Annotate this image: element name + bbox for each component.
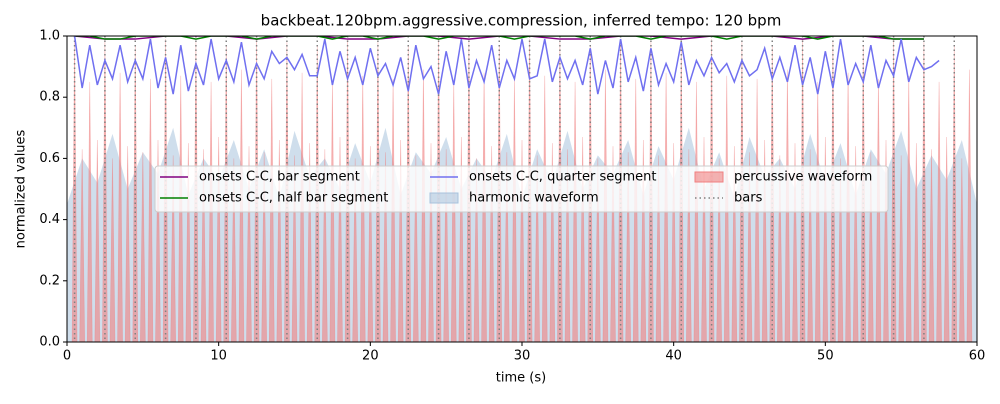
percussive-spike bbox=[94, 140, 101, 342]
y-tick-label: 1.0 bbox=[39, 29, 60, 44]
legend: onsets C-C, bar segment onsets C-C, half … bbox=[154, 165, 889, 213]
percussive-spike bbox=[610, 146, 616, 342]
percussive-spike bbox=[488, 146, 495, 342]
percussive-spike bbox=[117, 72, 123, 342]
legend-label: percussive waveform bbox=[734, 170, 872, 185]
percussive-spike bbox=[86, 81, 93, 342]
series-line bbox=[74, 36, 924, 40]
percussive-spike bbox=[807, 149, 813, 342]
x-tick-label: 10 bbox=[210, 349, 227, 364]
percussive-spike bbox=[155, 140, 161, 342]
chart-title: backbeat.120bpm.aggressive.compression, … bbox=[261, 12, 782, 30]
percussive-spike bbox=[71, 42, 78, 342]
percussive-spike bbox=[959, 158, 965, 342]
x-tick-label: 0 bbox=[63, 349, 71, 364]
percussive-spike bbox=[215, 136, 222, 342]
legend-label: onsets C-C, bar segment bbox=[199, 170, 360, 185]
percussive-spike bbox=[306, 143, 313, 342]
percussive-spike bbox=[337, 136, 343, 342]
y-tick-label: 0.4 bbox=[39, 212, 60, 227]
percussive-spike bbox=[170, 155, 176, 342]
percussive-spike bbox=[231, 158, 237, 342]
x-tick-label: 60 bbox=[969, 349, 986, 364]
percussive-spike bbox=[852, 146, 859, 342]
legend-swatch bbox=[694, 171, 724, 183]
percussive-spike bbox=[397, 140, 404, 342]
percussive-spike bbox=[147, 78, 154, 342]
percussive-spike bbox=[109, 158, 116, 342]
percussive-spike bbox=[564, 149, 571, 342]
x-axis-label: time (s) bbox=[496, 371, 546, 386]
legend-swatch bbox=[429, 192, 459, 204]
percussive-spike bbox=[777, 155, 783, 342]
percussive-spike bbox=[473, 158, 480, 342]
legend-label: onsets C-C, half bar segment bbox=[199, 191, 388, 206]
percussive-spike bbox=[905, 75, 912, 342]
percussive-spike bbox=[534, 155, 540, 342]
percussive-spike bbox=[716, 158, 722, 342]
percussive-spike bbox=[443, 149, 449, 342]
percussive-spike bbox=[761, 140, 768, 342]
percussive-spike bbox=[200, 149, 207, 342]
percussive-spike bbox=[595, 158, 601, 342]
percussive-spike bbox=[928, 149, 935, 342]
percussive-spike bbox=[261, 152, 267, 342]
percussive-spike bbox=[276, 140, 283, 342]
x-tick-label: 40 bbox=[665, 349, 682, 364]
percussive-spike bbox=[291, 155, 298, 342]
percussive-spike bbox=[549, 143, 556, 342]
percussive-spike bbox=[686, 149, 692, 342]
percussive-spike bbox=[579, 136, 586, 342]
percussive-spike bbox=[792, 143, 798, 342]
y-axis-label: normalized values bbox=[14, 129, 29, 248]
percussive-spike bbox=[102, 39, 108, 342]
percussive-spike bbox=[185, 143, 192, 342]
percussive-spike bbox=[124, 146, 131, 342]
percussive-spike bbox=[890, 39, 897, 342]
percussive-spike bbox=[822, 136, 829, 342]
percussive-spike bbox=[746, 152, 753, 342]
y-tick-label: 0.0 bbox=[39, 335, 60, 350]
percussive-spike bbox=[966, 69, 973, 342]
percussive-spike bbox=[352, 158, 358, 342]
percussive-spike bbox=[382, 152, 389, 342]
percussive-spike bbox=[670, 143, 677, 342]
percussive-spike bbox=[625, 152, 631, 342]
x-tick-label: 20 bbox=[362, 349, 379, 364]
percussive-spike bbox=[868, 152, 874, 342]
percussive-spike bbox=[883, 140, 889, 342]
percussive-spike bbox=[731, 146, 738, 342]
legend-label: harmonic waveform bbox=[469, 191, 599, 206]
x-tick-label: 30 bbox=[514, 349, 531, 364]
percussive-spike bbox=[504, 152, 510, 342]
percussive-spike bbox=[322, 149, 328, 342]
percussive-spike bbox=[701, 136, 707, 342]
percussive-spike bbox=[413, 155, 419, 342]
percussive-spike bbox=[921, 42, 927, 342]
percussive-spike bbox=[640, 140, 647, 342]
y-tick-label: 0.2 bbox=[39, 273, 60, 288]
x-tick-label: 50 bbox=[817, 349, 834, 364]
percussive-spike bbox=[428, 143, 434, 342]
percussive-spike bbox=[140, 152, 146, 342]
percussive-spike bbox=[246, 146, 252, 342]
series-line bbox=[73, 36, 940, 95]
percussive-spike bbox=[458, 136, 465, 342]
y-tick-label: 0.8 bbox=[39, 90, 60, 105]
percussive-spike bbox=[655, 155, 662, 342]
percussive-spike bbox=[936, 81, 942, 342]
percussive-spike bbox=[943, 136, 950, 342]
legend-label: onsets C-C, quarter segment bbox=[469, 170, 656, 185]
percussive-spike bbox=[837, 158, 844, 342]
percussive-spike bbox=[913, 143, 920, 342]
axes: 0 10 20 30 40 50 60 0.0 0.2 0.4 0.6 0.8 1.0 bbox=[39, 29, 985, 364]
percussive-spike bbox=[79, 149, 85, 342]
legend-label: bars bbox=[734, 191, 763, 206]
percussive-spike bbox=[898, 155, 904, 342]
percussive-spike bbox=[519, 140, 525, 342]
y-tick-label: 0.6 bbox=[39, 151, 60, 166]
percussive-spike bbox=[367, 146, 374, 342]
